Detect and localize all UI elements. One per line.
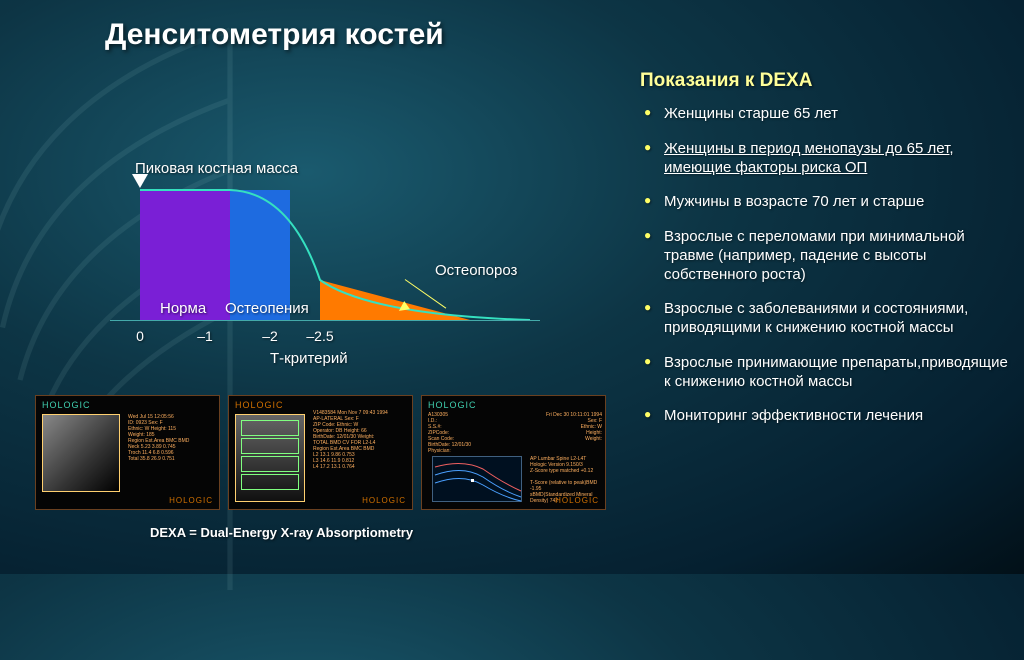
list-item: Мужчины в возрасте 70 лет и старше (640, 193, 1010, 212)
tick-label: –2.5 (306, 328, 333, 344)
list-item: Женщины в период менопаузы до 65 лет, им… (640, 140, 1010, 178)
slide-title: Денситометрия костей (105, 18, 444, 52)
indications-list: Женщины старше 65 лет Женщины в период м… (640, 105, 1010, 442)
scan-brand-label: HOLOGIC (235, 400, 284, 410)
indications-heading: Показания к DEXA (640, 70, 812, 92)
scan-brand-label: HOLOGIC (169, 496, 213, 505)
tick-label: –2 (262, 328, 278, 344)
list-item: Взрослые с заболеваниями и состояниями, … (640, 300, 1010, 338)
list-item: Женщины старше 65 лет (640, 105, 1010, 124)
scan-graph: HOLOGIC A130305I.D.:S.S.#:ZIPCode:Scan C… (421, 395, 606, 510)
list-item-text: Взрослые принимающие препараты,приводящи… (664, 354, 1008, 390)
scan-brand-label: HOLOGIC (555, 496, 599, 505)
tick-label: –1 (197, 328, 213, 344)
axis-label: Т-критерий (270, 350, 348, 367)
t-axis-line (110, 320, 540, 321)
list-item: Мониторинг эффективности лечения (640, 407, 1010, 426)
list-item: Взрослые принимающие препараты,приводящи… (640, 354, 1010, 392)
footnote: DEXA = Dual-Energy X-ray Absorptiometry (150, 525, 413, 540)
list-item-text: Мониторинг эффективности лечения (664, 407, 923, 424)
scan-hip: HOLOGIC Wed Jul 15 12:05:56ID: 0923 Sex:… (35, 395, 220, 510)
list-item-text: Мужчины в возрасте 70 лет и старше (664, 193, 924, 210)
list-item: Взрослые с переломами при минимальной тр… (640, 228, 1010, 284)
list-item-text: Взрослые с переломами при минимальной тр… (664, 228, 965, 283)
scan-brand-label: HOLOGIC (362, 496, 406, 505)
osteoporoz-label: Остеопороз (435, 262, 517, 279)
scan-brand-label: HOLOGIC (428, 400, 477, 410)
list-item-text: Взрослые с заболеваниями и состояниями, … (664, 300, 968, 336)
tick-label: 0 (136, 328, 144, 344)
chart-caption: Пиковая костная масса (135, 160, 298, 177)
norma-label: Норма (160, 300, 206, 317)
t-score-chart: Норма Остеопения Остеопороз 0 –1 –2 –2.5… (110, 180, 570, 350)
scan-thumbnails-row: HOLOGIC Wed Jul 15 12:05:56ID: 0923 Sex:… (35, 395, 606, 510)
osteopenia-label: Остеопения (225, 300, 309, 317)
list-item-text: Женщины в период менопаузы до 65 лет, им… (664, 140, 954, 176)
list-item-text: Женщины старше 65 лет (664, 105, 838, 122)
scan-spine: HOLOGIC V1483584 Mon Nov 7 09:43 1994AP-… (228, 395, 413, 510)
scan-brand-label: HOLOGIC (42, 400, 91, 410)
